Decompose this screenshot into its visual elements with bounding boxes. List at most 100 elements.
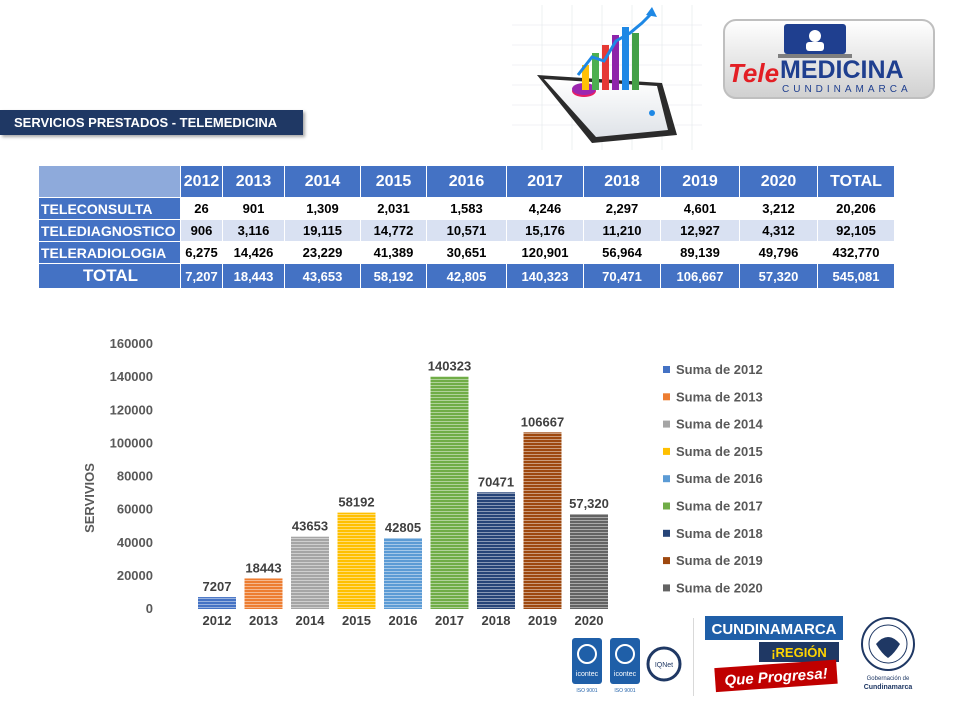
table-cell: 120,901 (506, 241, 584, 264)
svg-text:icontec: icontec (614, 671, 637, 678)
data-label: 140323 (428, 359, 471, 374)
x-tick-label: 2019 (528, 613, 557, 628)
services-table: 2012 2013 2014 2015 2016 2017 2018 2019 … (38, 165, 895, 289)
table-cell: 58,192 (360, 263, 427, 289)
telemedicina-logo: Tele MEDICINA CUNDINAMARCA (723, 19, 935, 99)
bar-texture (244, 578, 283, 609)
legend-swatch (663, 420, 670, 428)
row-label: TELEDIAGNOSTICO (38, 219, 181, 242)
bar-texture (477, 492, 515, 609)
table-cell: 14,772 (360, 219, 427, 242)
x-tick-label: 2015 (342, 613, 371, 628)
table-cell: 4,601 (660, 197, 740, 220)
column-header: 2012 (180, 165, 223, 198)
table-cell: 906 (180, 219, 223, 242)
y-tick-label: 160000 (110, 336, 153, 351)
services-bar-chart: 0 20000 40000 60000 80000 100000 120000 140000 1… (82, 336, 763, 628)
column-header: 2014 (284, 165, 361, 198)
svg-text:CUNDINAMARCA: CUNDINAMARCA (782, 84, 912, 95)
legend-swatch (663, 475, 670, 483)
legend-swatch (663, 529, 670, 537)
y-tick-label: 60000 (117, 502, 153, 517)
bar-texture (337, 512, 376, 609)
svg-text:Gobernación de: Gobernación de (867, 676, 910, 682)
table-cell: 18,443 (222, 263, 285, 289)
y-tick-label: 120000 (110, 402, 153, 417)
column-header: 2020 (739, 165, 818, 198)
svg-text:CUNDINAMARCA: CUNDINAMARCA (712, 621, 837, 638)
svg-text:¡REGIÓN: ¡REGIÓN (771, 645, 827, 660)
x-tick-label: 2017 (435, 613, 464, 628)
table-cell: 10,571 (426, 219, 507, 242)
row-label: TELERADIOLOGIA (38, 241, 181, 264)
x-tick-label: 2012 (203, 613, 232, 628)
x-tick-label: 2014 (296, 613, 326, 628)
legend-swatch (663, 393, 670, 401)
data-label: 70471 (478, 474, 514, 489)
table-cell: 140,323 (506, 263, 584, 289)
bar-texture (198, 597, 236, 609)
y-axis-label: SERVIVIOS (82, 463, 97, 533)
table-cell: 26 (180, 197, 223, 220)
y-tick-label: 0 (146, 601, 153, 616)
table-cell: 23,229 (284, 241, 361, 264)
row-label: TELECONSULTA (38, 197, 181, 220)
table-cell: 3,116 (222, 219, 285, 242)
svg-text:MEDICINA: MEDICINA (780, 56, 904, 84)
svg-text:ISO 9001: ISO 9001 (614, 688, 635, 694)
x-tick-label: 2016 (389, 613, 418, 628)
column-header: TOTAL (817, 165, 895, 198)
column-header: 2015 (360, 165, 427, 198)
table-cell: 14,426 (222, 241, 285, 264)
x-tick-label: 2020 (575, 613, 604, 628)
table-header-row: 2012 2013 2014 2015 2016 2017 2018 2019 … (38, 165, 895, 198)
cundinamarca-region-logo: CUNDINAMARCA ¡REGIÓN Que Progresa! (705, 616, 843, 693)
svg-text:icontec: icontec (576, 671, 599, 678)
section-title: SERVICIOS PRESTADOS - TELEMEDICINA (0, 110, 303, 135)
table-row: TELEDIAGNOSTICO 906 3,116 19,115 14,772 … (38, 219, 895, 242)
bar-texture (523, 432, 562, 609)
row-label: TOTAL (38, 263, 181, 289)
table-row: TELERADIOLOGIA 6,275 14,426 23,229 41,38… (38, 241, 895, 264)
table-cell: 11,210 (583, 219, 661, 242)
y-tick-label: 140000 (110, 369, 153, 384)
gobernacion-seal: Gobernación de Cundinamarca (861, 617, 915, 691)
legend-item: Suma de 2019 (676, 553, 763, 568)
x-tick-label: 2018 (482, 613, 511, 628)
bar-texture (291, 536, 329, 609)
legend-item: Suma de 2016 (676, 471, 763, 486)
table-cell: 30,651 (426, 241, 507, 264)
table-cell: 43,653 (284, 263, 361, 289)
table-total-row: TOTAL 7,207 18,443 43,653 58,192 42,805 … (38, 263, 895, 289)
table-cell: 41,389 (360, 241, 427, 264)
table-cell: 89,139 (660, 241, 740, 264)
data-label: 58192 (338, 495, 374, 510)
table-cell: 49,796 (739, 241, 818, 264)
table-cell: 106,667 (660, 263, 740, 289)
legend-item: Suma de 2015 (676, 444, 763, 459)
column-header: 2018 (583, 165, 661, 198)
legend-item: Suma de 2018 (676, 526, 763, 541)
legend-swatch (663, 447, 670, 455)
x-tick-label: 2013 (249, 613, 278, 628)
table-cell: 92,105 (817, 219, 895, 242)
table-cell: 4,246 (506, 197, 584, 220)
data-label: 43653 (292, 519, 328, 534)
y-tick-label: 20000 (117, 568, 153, 583)
data-label: 42805 (385, 520, 421, 535)
legend-swatch (663, 502, 670, 510)
table-corner-cell (38, 165, 181, 198)
bar-texture (570, 514, 608, 609)
table-cell: 2,297 (583, 197, 661, 220)
legend-item: Suma de 2020 (676, 580, 763, 595)
data-label: 18443 (245, 560, 281, 575)
table-cell: 70,471 (583, 263, 661, 289)
table-cell: 15,176 (506, 219, 584, 242)
data-label: 57,320 (569, 496, 609, 511)
table-cell: 901 (222, 197, 285, 220)
column-header: 2016 (426, 165, 507, 198)
column-header: 2013 (222, 165, 285, 198)
table-cell: 57,320 (739, 263, 818, 289)
svg-text:ISO 9001: ISO 9001 (576, 688, 597, 694)
table-row: TELECONSULTA 26 901 1,309 2,031 1,583 4,… (38, 197, 895, 220)
